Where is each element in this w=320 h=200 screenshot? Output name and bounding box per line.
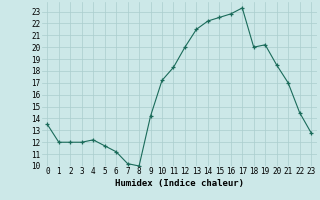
X-axis label: Humidex (Indice chaleur): Humidex (Indice chaleur) [115, 179, 244, 188]
